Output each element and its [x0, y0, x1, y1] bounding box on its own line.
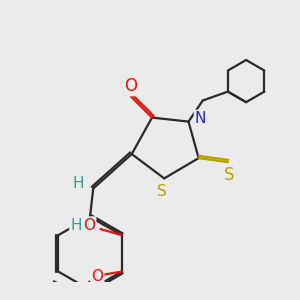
Text: O: O [91, 269, 103, 284]
Text: S: S [157, 184, 167, 199]
Text: O: O [124, 77, 136, 95]
Text: O: O [83, 218, 95, 232]
Text: S: S [224, 166, 235, 184]
Text: H: H [70, 218, 82, 233]
Text: H: H [72, 176, 84, 191]
Text: N: N [195, 111, 206, 126]
